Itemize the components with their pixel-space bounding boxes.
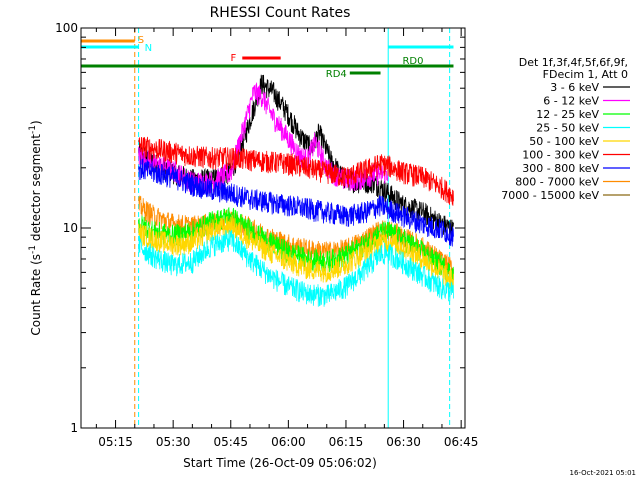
x-tick-label: 05:15 — [98, 435, 133, 449]
series-800-7000-kev — [138, 195, 454, 281]
x-tick-label: 06:15 — [329, 435, 364, 449]
series-6-12-kev — [138, 82, 389, 195]
legend-entry-25-50-kev: 25 - 50 keV — [536, 122, 599, 135]
footer-stamp: 16-Oct-2021 05:01 — [570, 469, 636, 477]
legend-entry-300-800-kev: 300 - 800 keV — [522, 162, 599, 175]
x-tick-label: 06:30 — [386, 435, 421, 449]
legend-entry-50-100-kev: 50 - 100 keV — [529, 135, 599, 148]
chart-title: RHESSI Count Rates — [210, 5, 351, 21]
legend: Det 1f,3f,4f,5f,6f,9f,FDecim 1, Att 03 -… — [501, 56, 630, 202]
y-tick-label: 1 — [70, 421, 78, 435]
series-300-800-kev — [138, 158, 454, 247]
series-layer — [138, 74, 454, 307]
y-axis: 1 10 100 — [55, 21, 465, 435]
x-tick-label: 05:30 — [156, 435, 191, 449]
x-tick-label: 06:00 — [271, 435, 306, 449]
series-25-50-kev — [138, 229, 454, 307]
y-label-main: Count Rate (s — [29, 254, 43, 336]
legend-header-1: Det 1f,3f,4f,5f,6f,9f, — [519, 56, 628, 69]
series-50-100-kev — [138, 214, 454, 292]
y-label-close: ) — [29, 120, 43, 125]
series-100-300-kev — [138, 136, 454, 206]
legend-entry-12-25-kev: 12 - 25 keV — [536, 108, 599, 121]
y-axis-label: Count Rate (s-1 detector segment-1) — [28, 120, 43, 335]
x-axis: 05:15 05:30 05:45 06:00 06:15 06:30 06:45 — [95, 28, 479, 449]
y-tick-label: 100 — [55, 21, 78, 35]
y-label-sup2: -1 — [28, 125, 38, 134]
flag-bars: SN F RD0 RD4 — [81, 35, 454, 80]
flag-rd4-label: RD4 — [326, 69, 347, 80]
legend-entry-800-7000-kev: 800 - 7000 keV — [515, 176, 599, 189]
legend-entry-6-12-kev: 6 - 12 keV — [543, 95, 599, 108]
legend-header-2: FDecim 1, Att 0 — [543, 68, 628, 81]
y-tick-label: 10 — [63, 221, 78, 235]
flag-f-label: F — [231, 53, 237, 64]
flag-n-label: N — [145, 43, 152, 54]
flag-rd0-label: RD0 — [402, 56, 423, 67]
y-label-tail: detector segment — [29, 134, 43, 245]
x-axis-label: Start Time (26-Oct-09 05:06:02) — [183, 456, 377, 470]
legend-entry-100-300-kev: 100 - 300 keV — [522, 149, 599, 162]
flag-s-label: S — [138, 35, 144, 46]
x-tick-label: 06:45 — [444, 435, 479, 449]
x-tick-label: 05:45 — [213, 435, 248, 449]
y-label-sup: -1 — [28, 245, 38, 254]
legend-entry-7000-15000-kev: 7000 - 15000 keV — [501, 189, 599, 202]
legend-entry-3-6-kev: 3 - 6 keV — [550, 81, 599, 94]
